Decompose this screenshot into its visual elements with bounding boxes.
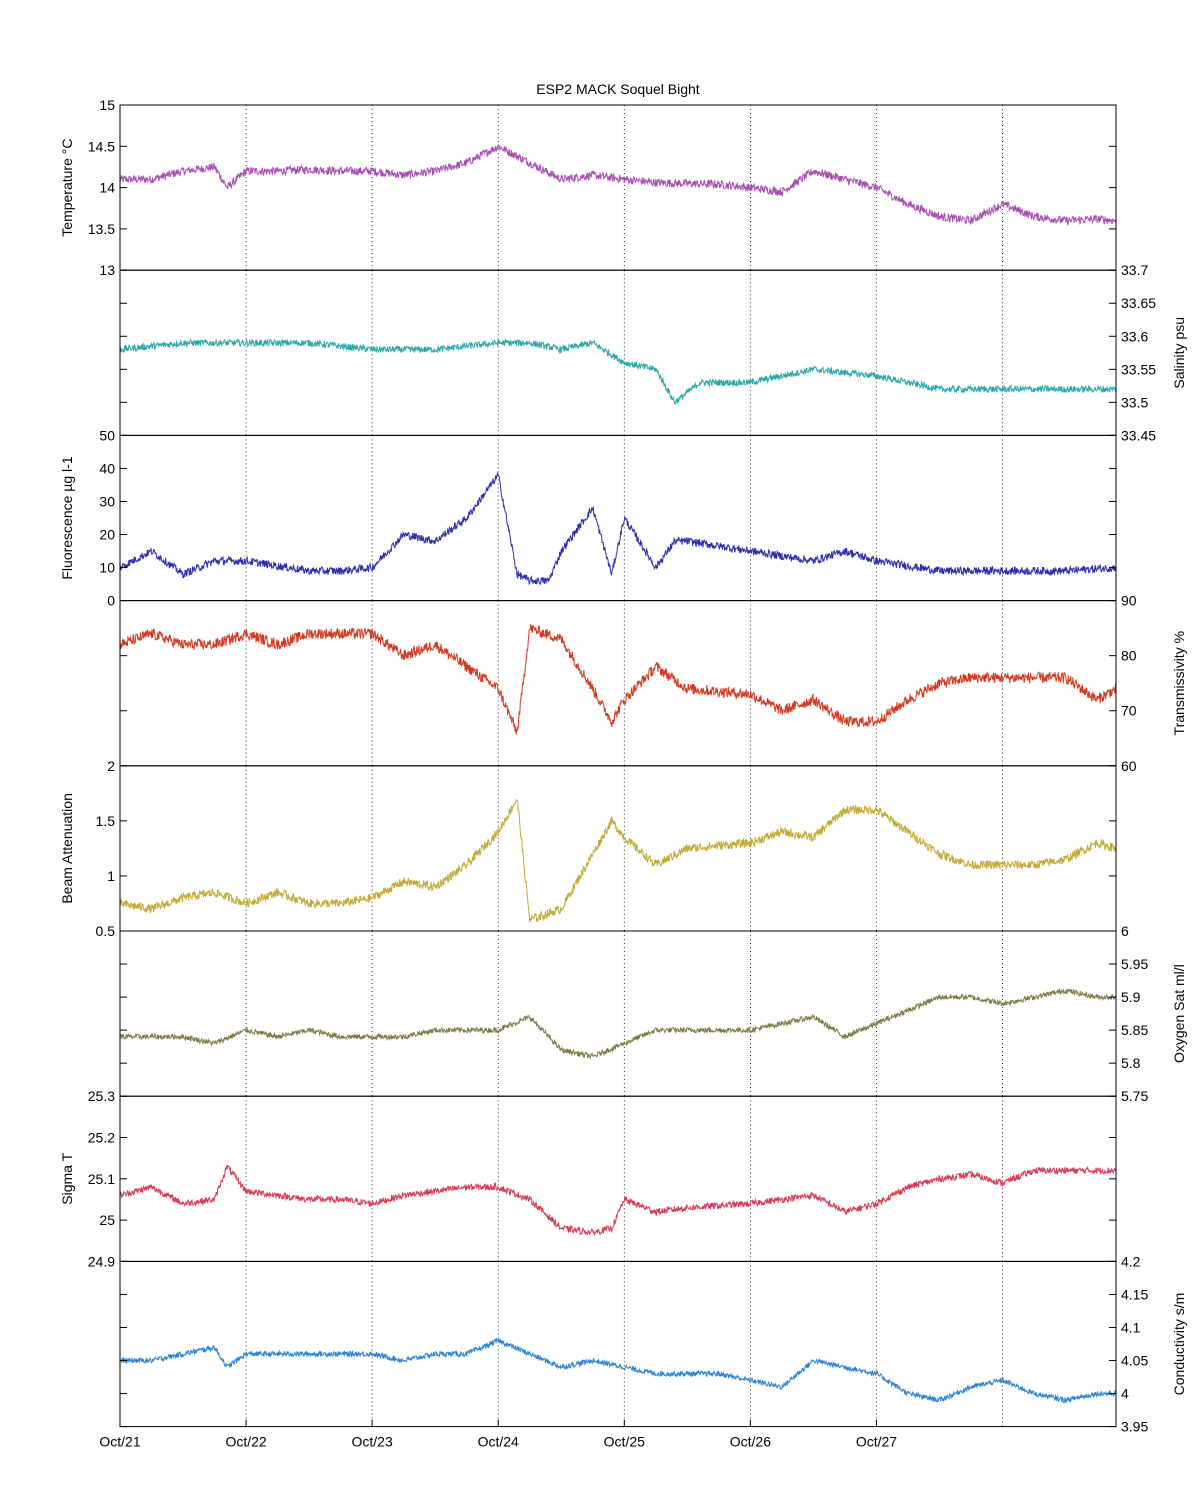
x-tick-label: Oct/23 xyxy=(352,1434,393,1450)
x-tick-label: Oct/22 xyxy=(225,1434,266,1450)
y-tick-label: 40 xyxy=(99,460,115,476)
panel-frame xyxy=(119,269,1117,436)
panel-4: 60 70 80 90 Transmissivity % xyxy=(119,593,1187,774)
y-tick-label: 5.75 xyxy=(1121,1088,1148,1104)
y-tick-label: 4.15 xyxy=(1121,1286,1148,1302)
x-tick-label: Oct/25 xyxy=(604,1434,645,1450)
y-tick-label: 60 xyxy=(1121,758,1137,774)
axis-title: Beam Attenuation xyxy=(59,793,75,904)
y-tick-label: 33.55 xyxy=(1121,361,1156,377)
y-tick-label: 30 xyxy=(99,493,115,509)
y-tick-label: 14 xyxy=(99,180,115,196)
panel-8: 3.95 4 4.05 4.1 4.15 4.2 Conductivity s/m xyxy=(119,1253,1187,1435)
y-tick-label: 6 xyxy=(1121,923,1129,939)
panel-frame xyxy=(119,1095,1117,1262)
y-tick-label: 5.9 xyxy=(1121,989,1141,1005)
series-line xyxy=(119,143,1117,226)
y-tick-label: 1 xyxy=(107,868,115,884)
axis-title: Oxygen Sat ml/l xyxy=(1171,964,1187,1063)
axis-title: Salinity psu xyxy=(1171,317,1187,389)
panel-frame xyxy=(119,1260,1117,1428)
series-line xyxy=(119,798,1117,923)
series-line xyxy=(119,623,1117,735)
y-tick-label: 25.3 xyxy=(88,1088,115,1104)
y-tick-label: 33.5 xyxy=(1121,394,1148,410)
panel-frame xyxy=(119,104,1117,271)
y-tick-label: 25.1 xyxy=(88,1171,115,1187)
y-tick-label: 24.9 xyxy=(88,1253,115,1269)
axis-title: Fluorescence µg l-1 xyxy=(59,456,75,579)
x-tick-label: Oct/26 xyxy=(730,1434,771,1450)
y-tick-label: 90 xyxy=(1121,593,1137,609)
series-line xyxy=(119,471,1117,586)
axis-title: Transmissivity % xyxy=(1171,631,1187,736)
y-tick-label: 3.95 xyxy=(1121,1419,1148,1435)
panel-2: 33.45 33.5 33.55 33.6 33.65 33.7 Salinity psu xyxy=(119,262,1187,443)
y-tick-label: 0.5 xyxy=(96,923,116,939)
panel-6: 5.75 5.8 5.85 5.9 5.95 6 Oxygen Sat ml/l xyxy=(119,923,1187,1104)
series-line xyxy=(119,988,1117,1060)
y-tick-label: 2 xyxy=(107,758,115,774)
y-tick-label: 5.8 xyxy=(1121,1055,1141,1071)
y-tick-label: 80 xyxy=(1121,648,1137,664)
x-tick-label: Oct/21 xyxy=(99,1434,140,1450)
y-tick-label: 25.2 xyxy=(88,1130,115,1146)
y-tick-label: 0 xyxy=(107,593,115,609)
y-tick-label: 33.45 xyxy=(1121,427,1156,443)
y-tick-label: 70 xyxy=(1121,703,1137,719)
y-tick-label: 20 xyxy=(99,527,115,543)
series-line xyxy=(119,337,1117,405)
series-line xyxy=(119,1337,1117,1404)
panel-frame xyxy=(119,765,1117,932)
y-tick-label: 4 xyxy=(1121,1386,1129,1402)
panel-3: 0 10 20 30 40 50 Fluorescence µg l-1 xyxy=(59,427,1117,609)
y-tick-label: 50 xyxy=(99,427,115,443)
y-tick-label: 10 xyxy=(99,560,115,576)
y-tick-label: 15 xyxy=(99,97,115,113)
y-tick-label: 13.5 xyxy=(88,221,115,237)
panel-5: 0.5 1 1.5 2 Beam Attenuation xyxy=(59,758,1117,939)
panel-frame xyxy=(119,434,1117,602)
y-tick-label: 13 xyxy=(99,262,115,278)
x-tick-label: Oct/27 xyxy=(856,1434,897,1450)
y-tick-label: 4.2 xyxy=(1121,1253,1141,1269)
y-tick-label: 33.65 xyxy=(1121,295,1156,311)
y-tick-label: 25 xyxy=(99,1212,115,1228)
axis-title: Temperature °C xyxy=(59,138,75,236)
y-tick-label: 33.7 xyxy=(1121,262,1148,278)
panel-1: 13 13.5 14 14.5 15 Temperature °C xyxy=(59,97,1117,278)
series-line xyxy=(119,1164,1117,1236)
y-tick-label: 5.85 xyxy=(1121,1022,1148,1038)
y-tick-label: 4.1 xyxy=(1121,1319,1141,1335)
y-tick-label: 33.6 xyxy=(1121,328,1148,344)
y-tick-label: 1.5 xyxy=(96,813,116,829)
y-tick-label: 4.05 xyxy=(1121,1353,1148,1369)
axis-title: Sigma T xyxy=(59,1152,75,1204)
panel-frame xyxy=(119,600,1117,767)
y-tick-label: 5.95 xyxy=(1121,956,1148,972)
y-tick-label: 14.5 xyxy=(88,138,115,154)
panel-7: 24.9 25 25.1 25.2 25.3 Sigma T xyxy=(59,1088,1117,1269)
axis-title: Conductivity s/m xyxy=(1171,1293,1187,1396)
chart-title: ESP2 MACK Soquel Bight xyxy=(536,81,700,97)
panel-frame xyxy=(119,930,1117,1097)
x-tick-label: Oct/24 xyxy=(478,1434,519,1450)
